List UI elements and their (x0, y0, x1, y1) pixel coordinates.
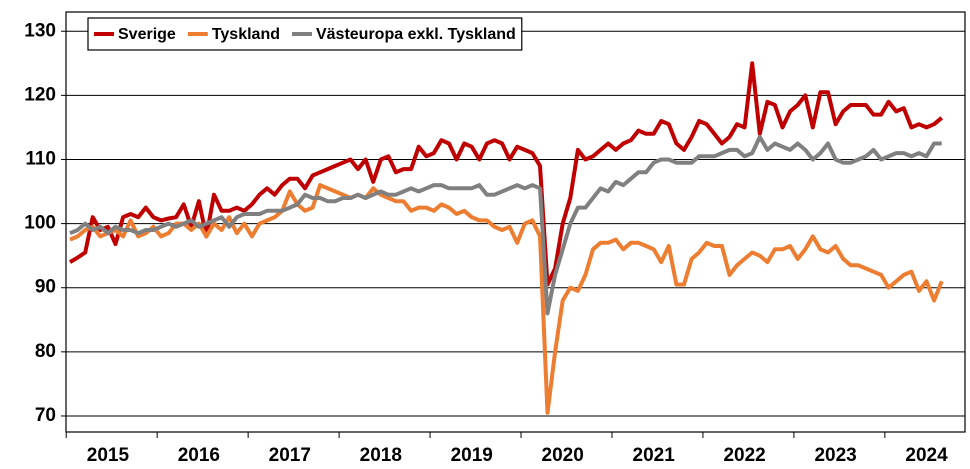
x-tick-label: 2016 (178, 445, 220, 466)
series-line (69, 135, 942, 316)
x-tick-label: 2023 (814, 445, 856, 466)
y-tick-label: 120 (24, 84, 56, 105)
x-tick-label: 2018 (360, 445, 402, 466)
x-tick-label: 2022 (723, 445, 765, 466)
series-line (68, 61, 943, 287)
x-tick-label: 2015 (87, 445, 130, 466)
y-tick-label: 80 (35, 341, 56, 362)
plot-frame (65, 11, 966, 433)
y-tick-label: 110 (25, 148, 56, 169)
x-tick-label: 2020 (542, 445, 584, 466)
y-tick-label: 90 (35, 277, 56, 298)
legend-label: Sverige (118, 26, 176, 43)
x-tick-label: 2017 (269, 445, 311, 466)
legend-label: Västeuropa exkl. Tyskland (316, 26, 516, 43)
y-tick-label: 70 (35, 405, 56, 426)
y-tick-label: 130 (24, 20, 56, 41)
x-tick-label: 2024 (905, 445, 948, 466)
y-tick-label: 100 (24, 213, 56, 234)
legend-label: Tyskland (212, 26, 280, 43)
x-tick-label: 2021 (633, 445, 676, 466)
x-tick-label: 2019 (451, 445, 493, 466)
series-line (69, 183, 944, 415)
